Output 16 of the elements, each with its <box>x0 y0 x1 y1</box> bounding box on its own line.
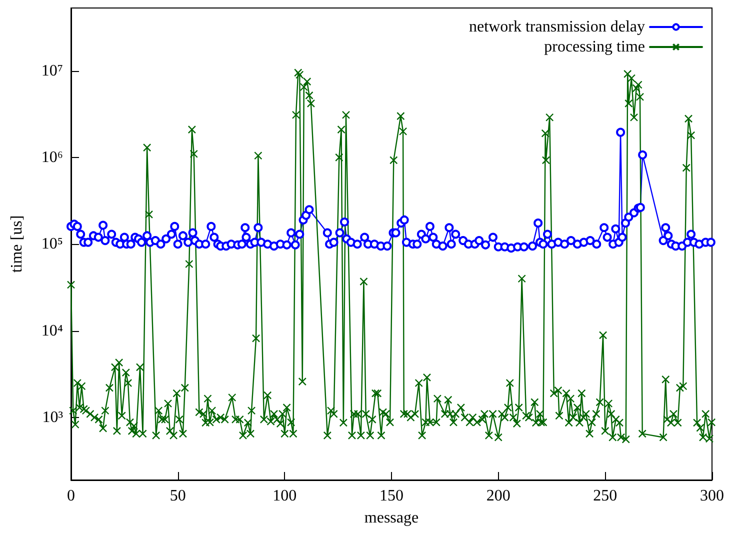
legend-label: network transmission delay <box>469 18 645 36</box>
legend-label: processing time <box>544 38 645 56</box>
x-tick-label: 200 <box>486 488 510 504</box>
x-tick-label: 300 <box>700 488 724 504</box>
y-axis-title: time [us] <box>8 215 26 273</box>
y-tick-label: 10⁷ <box>41 62 63 80</box>
x-tick-label: 150 <box>380 488 404 504</box>
y-tick-label: 10⁴ <box>41 322 64 340</box>
y-tick-label: 10⁶ <box>41 148 63 166</box>
y-tick-label: 10⁵ <box>41 236 63 253</box>
x-axis-title: message <box>364 510 419 526</box>
x-tick-label: 0 <box>67 488 75 504</box>
x-tick-label: 250 <box>593 488 618 504</box>
y-tick-label: 10³ <box>42 408 64 426</box>
x-tick-label: 50 <box>170 488 186 504</box>
x-tick-label: 100 <box>272 488 297 504</box>
